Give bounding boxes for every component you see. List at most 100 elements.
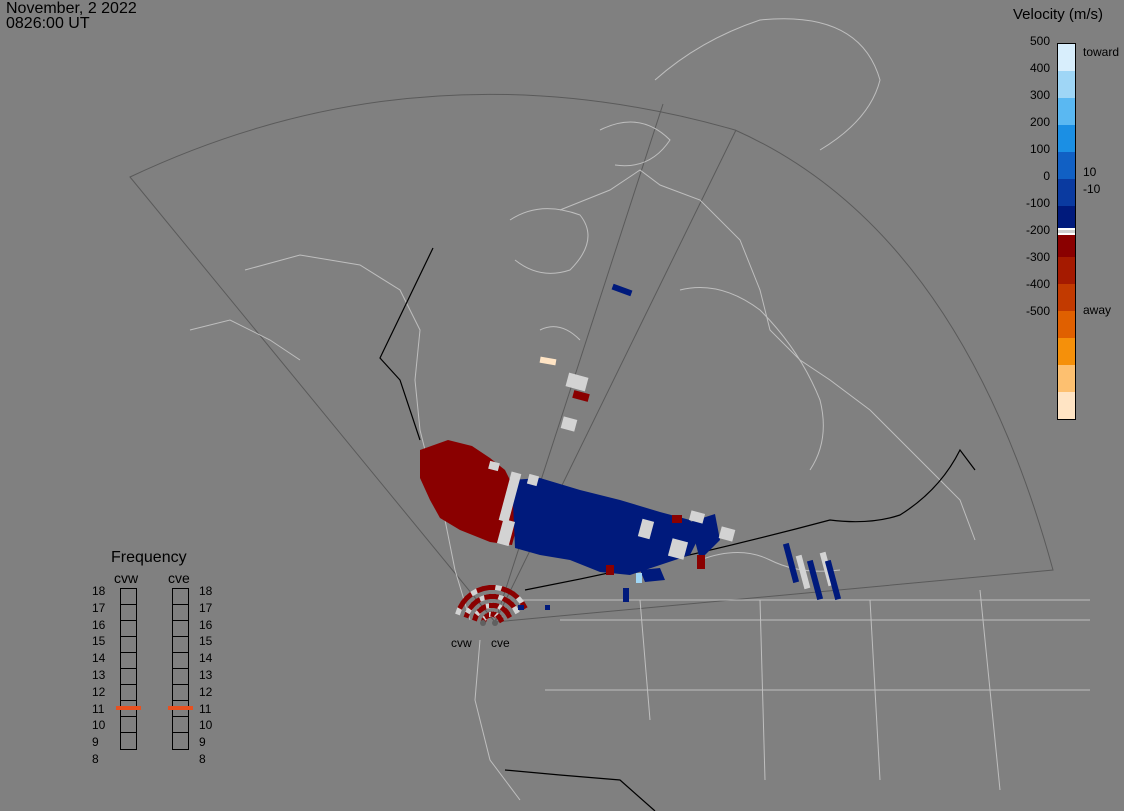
echo-cell — [455, 607, 463, 616]
frequency-label-right: 17 — [199, 600, 213, 615]
colorbar-tick-label: 400 — [1029, 61, 1050, 75]
echo-cell — [636, 573, 642, 583]
frequency-label-right: 16 — [199, 617, 213, 632]
colorbar-title: Velocity (m/s) — [1013, 6, 1104, 23]
frequency-label-right: 18 — [199, 584, 213, 598]
frequency-label-left: 17 — [92, 600, 106, 615]
colorbar-away-segment — [1058, 338, 1075, 365]
date-label: November, 2 2022 — [6, 0, 137, 17]
frequency-label-left: 10 — [92, 718, 106, 733]
echo-cell — [489, 585, 496, 590]
frequency-label-left: 18 — [92, 584, 106, 598]
colorbar-tick-label: 0 — [1043, 169, 1050, 183]
colorbar-toward-segment — [1058, 206, 1075, 228]
frequency-cell — [173, 685, 188, 701]
frequency-cell — [121, 733, 136, 749]
frequency-cell — [173, 605, 188, 621]
echo-cell — [667, 538, 689, 560]
echo-cell — [637, 518, 655, 540]
echo-cell — [688, 510, 706, 524]
frequency-bar-cvw — [120, 588, 137, 750]
echo-cell — [496, 614, 505, 624]
frequency-header-cvw: cvw — [114, 570, 139, 586]
velocity-echoes — [420, 283, 842, 625]
frequency-label-right: 12 — [199, 684, 213, 699]
frequency-cell — [173, 653, 188, 669]
frequency-label-right: 9 — [199, 735, 206, 750]
frequency-label-left: 14 — [92, 651, 106, 666]
frequency-cell — [121, 717, 136, 733]
frequency-cell — [173, 621, 188, 637]
colorbar-neg-threshold: -10 — [1083, 182, 1101, 196]
echo-region — [690, 514, 720, 560]
frequency-label-right: 10 — [199, 718, 213, 733]
echo-cell — [611, 283, 633, 297]
echo-cell — [482, 584, 491, 592]
echo-cell — [500, 586, 509, 594]
frequency-cell — [173, 717, 188, 733]
frequency-cell — [173, 589, 188, 605]
frequency-label-left: 12 — [92, 684, 106, 699]
echo-region — [512, 478, 700, 575]
echo-cell — [504, 610, 513, 619]
frequency-indicator-cve — [168, 706, 193, 711]
colorbar-toward-label: toward — [1083, 45, 1120, 59]
frequency-cell — [173, 669, 188, 685]
frequency-title: Frequency — [111, 549, 187, 566]
frequency-header-cve: cve — [168, 570, 190, 586]
frequency-label-right: 11 — [199, 701, 212, 716]
frequency-indicator-cvw — [116, 706, 141, 711]
colorbar-away-segment — [1058, 257, 1075, 284]
frequency-bar-cve — [172, 588, 189, 750]
echo-cell — [470, 588, 479, 597]
colorbar-away-segment — [1058, 365, 1075, 392]
colorbar-pos-threshold: 10 — [1083, 165, 1097, 179]
radar-sites: cvw cve — [451, 620, 510, 650]
colorbar-zero-line — [1058, 228, 1075, 230]
frequency-cell — [173, 733, 188, 749]
colorbar-tick-label: 200 — [1029, 115, 1050, 129]
velocity-colorbar — [1057, 43, 1076, 420]
frequency-label-right: 14 — [199, 651, 213, 666]
colorbar-away-segment — [1058, 392, 1075, 419]
echo-cell — [572, 390, 590, 402]
colorbar-tick-label: 300 — [1029, 88, 1050, 102]
echo-cell — [824, 559, 842, 601]
frequency-cell — [121, 669, 136, 685]
echo-cell — [697, 555, 705, 569]
frequency-label-right: 15 — [199, 634, 213, 649]
echo-cell — [718, 526, 736, 542]
radar-cve-label: cve — [491, 636, 510, 650]
echo-cell — [545, 605, 550, 610]
colorbar-away-label: away — [1083, 303, 1112, 317]
frequency-cell — [121, 653, 136, 669]
echo-cell — [511, 605, 520, 615]
frequency-label-left: 11 — [92, 701, 105, 716]
colorbar-toward-segment — [1058, 179, 1075, 206]
echo-cell — [494, 584, 503, 592]
time-label: 0826:00 UT — [6, 15, 90, 32]
frequency-cell — [173, 701, 188, 717]
colorbar-toward-segment — [1058, 44, 1075, 71]
echo-cell — [539, 356, 557, 366]
frequency-cell — [121, 605, 136, 621]
echo-cell — [672, 515, 682, 523]
colorbar-tick-label: -300 — [1025, 250, 1050, 264]
colorbar-toward-segment — [1058, 125, 1075, 152]
frequency-label-right: 13 — [199, 668, 213, 682]
frequency-label-left: 16 — [92, 617, 106, 632]
echo-cell — [560, 416, 578, 432]
coastlines — [189, 18, 1090, 801]
timestamp: November, 2 2022 0826:00 UT — [6, 0, 137, 32]
echo-cell — [488, 460, 500, 472]
colorbar-tick-label: -500 — [1025, 304, 1050, 318]
colorbar-away-segment — [1058, 235, 1075, 257]
frequency-cell — [121, 637, 136, 653]
colorbar-neutral-segment — [1058, 230, 1075, 233]
frequency-label-right: 8 — [199, 752, 206, 766]
frequency-cell — [121, 621, 136, 637]
radar-cvw-label: cvw — [451, 636, 472, 650]
frequency-label-left: 15 — [92, 634, 106, 649]
colorbar-toward-segment — [1058, 152, 1075, 179]
